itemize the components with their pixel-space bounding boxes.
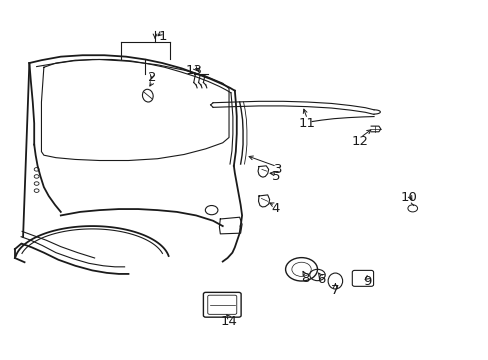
Text: 2: 2: [148, 71, 157, 84]
Text: 13: 13: [185, 64, 202, 77]
Text: 14: 14: [220, 315, 237, 328]
Text: 12: 12: [351, 135, 368, 148]
Text: 1: 1: [158, 30, 166, 43]
Text: 11: 11: [298, 117, 315, 130]
Text: 7: 7: [330, 284, 339, 297]
Text: 3: 3: [274, 163, 282, 176]
Text: 6: 6: [316, 273, 325, 286]
Text: 8: 8: [300, 272, 308, 285]
Text: 5: 5: [271, 170, 280, 183]
Text: 9: 9: [363, 275, 371, 288]
Text: 4: 4: [271, 202, 280, 215]
Text: 10: 10: [400, 191, 416, 204]
